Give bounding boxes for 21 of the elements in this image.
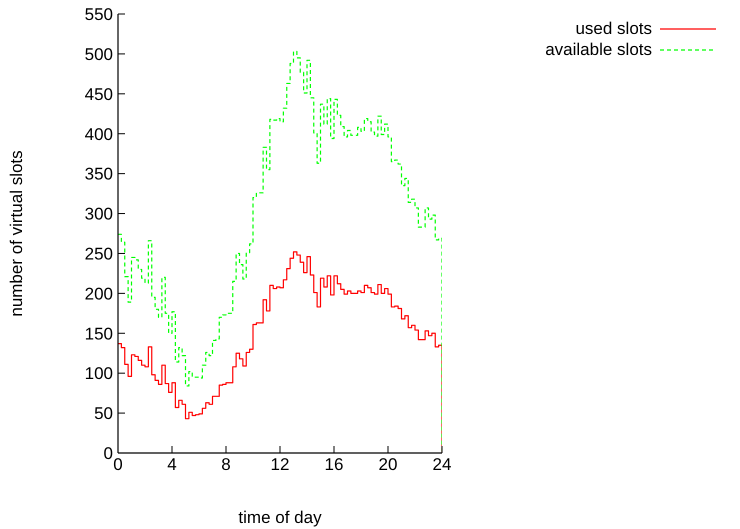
y-tick-label: 100 [84, 364, 113, 384]
y-tick-label: 550 [84, 5, 113, 24]
x-axis-title: time of day [238, 508, 322, 527]
x-tick-label: 16 [324, 455, 344, 474]
x-tick-label: 8 [221, 455, 231, 474]
y-tick-label: 150 [84, 324, 113, 344]
y-tick-label: 50 [94, 404, 113, 424]
y-tick-label: 350 [84, 164, 113, 184]
y-tick-label: 250 [84, 244, 113, 264]
x-tick-label: 20 [378, 455, 398, 474]
legend-label: used slots [575, 18, 652, 39]
y-tick-label: 450 [84, 84, 113, 104]
x-tick-label: 12 [270, 455, 290, 474]
y-tick-label: 300 [84, 204, 113, 224]
y-axis-title: number of virtual slots [7, 150, 26, 317]
x-tick-label: 4 [167, 455, 177, 474]
y-tick-label: 200 [84, 284, 113, 304]
x-tick-label: 24 [432, 455, 452, 474]
y-tick-label: 400 [84, 124, 113, 144]
legend-label: available slots [545, 39, 652, 60]
y-tick-label: 500 [84, 44, 113, 64]
